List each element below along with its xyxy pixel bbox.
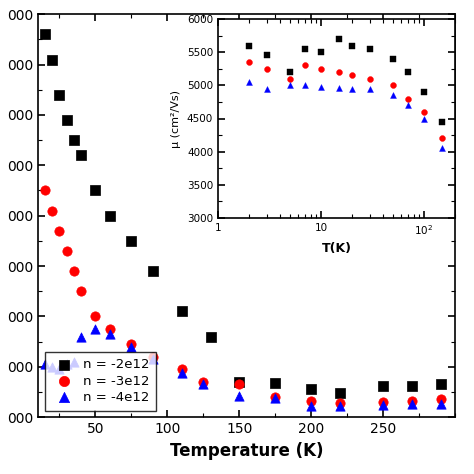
n = -3e12 [91,313,99,320]
Point [317,48,325,56]
n = -3e12 [408,397,416,405]
n = -2e12 [70,137,78,144]
n = -3e12 [149,353,157,361]
n = -2e12 [236,378,243,386]
n = -4e12 [437,400,445,407]
Point [420,108,428,116]
n = -2e12 [336,390,344,397]
n = -4e12 [48,363,56,371]
n = -3e12 [77,287,85,295]
n = -3e12 [272,393,279,401]
Point [404,68,412,76]
n = -4e12 [408,401,416,408]
Point [348,42,356,49]
Point [438,135,446,142]
Y-axis label: μ (cm²/Vs): μ (cm²/Vs) [172,90,182,147]
n = -2e12 [207,333,214,340]
Point [438,145,446,152]
Point [245,58,253,66]
n = -4e12 [63,360,71,368]
n = -4e12 [178,369,185,377]
Point [366,75,374,82]
X-axis label: T(K): T(K) [321,242,352,255]
Point [389,55,397,63]
n = -2e12 [56,91,64,99]
Point [317,83,325,91]
n = -3e12 [437,396,445,403]
n = -2e12 [272,379,279,387]
n = -3e12 [336,399,344,407]
n = -4e12 [56,365,64,373]
n = -4e12 [200,381,207,388]
Point [366,45,374,53]
n = -2e12 [408,382,416,390]
n = -2e12 [149,267,157,275]
Point [245,42,253,49]
Point [264,65,271,73]
Point [301,82,309,89]
n = -3e12 [106,325,114,333]
Point [286,82,294,89]
n = -4e12 [272,394,279,402]
n = -3e12 [200,378,207,386]
Point [389,82,397,89]
n = -4e12 [41,360,49,368]
n = -2e12 [106,212,114,219]
n = -4e12 [106,330,114,338]
Point [264,52,271,59]
n = -4e12 [149,356,157,363]
n = -3e12 [178,365,185,373]
n = -3e12 [379,398,387,406]
Legend: n = -2e12, n = -3e12, n = -4e12: n = -2e12, n = -3e12, n = -4e12 [45,352,156,410]
n = -2e12 [91,187,99,194]
Point [336,68,343,76]
Point [404,95,412,102]
Point [286,68,294,76]
n = -2e12 [437,381,445,388]
n = -4e12 [91,325,99,333]
n = -3e12 [236,381,243,388]
n = -4e12 [336,402,344,410]
n = -4e12 [236,392,243,400]
n = -2e12 [178,308,185,315]
Point [264,85,271,92]
Point [301,62,309,69]
n = -3e12 [308,397,315,405]
n = -4e12 [70,358,78,365]
Point [366,85,374,93]
n = -2e12 [63,116,71,124]
Point [286,75,294,82]
Point [420,115,428,122]
n = -2e12 [48,56,56,64]
Point [317,65,325,73]
n = -2e12 [41,31,49,38]
Point [420,88,428,96]
Point [438,118,446,126]
Point [301,45,309,53]
n = -4e12 [308,402,315,410]
n = -4e12 [77,333,85,340]
Point [336,84,343,92]
Point [389,91,397,99]
n = -3e12 [48,207,56,214]
Point [245,78,253,86]
n = -3e12 [63,247,71,255]
n = -3e12 [56,227,64,235]
n = -2e12 [77,152,85,159]
Point [348,72,356,79]
Point [404,101,412,109]
n = -2e12 [308,386,315,393]
Point [348,85,356,92]
n = -2e12 [128,237,135,245]
Point [336,35,343,43]
n = -4e12 [379,401,387,409]
n = -4e12 [128,343,135,350]
n = -3e12 [70,267,78,275]
n = -3e12 [128,340,135,348]
X-axis label: Temperature (K): Temperature (K) [170,442,323,459]
n = -2e12 [379,382,387,390]
n = -3e12 [41,187,49,194]
